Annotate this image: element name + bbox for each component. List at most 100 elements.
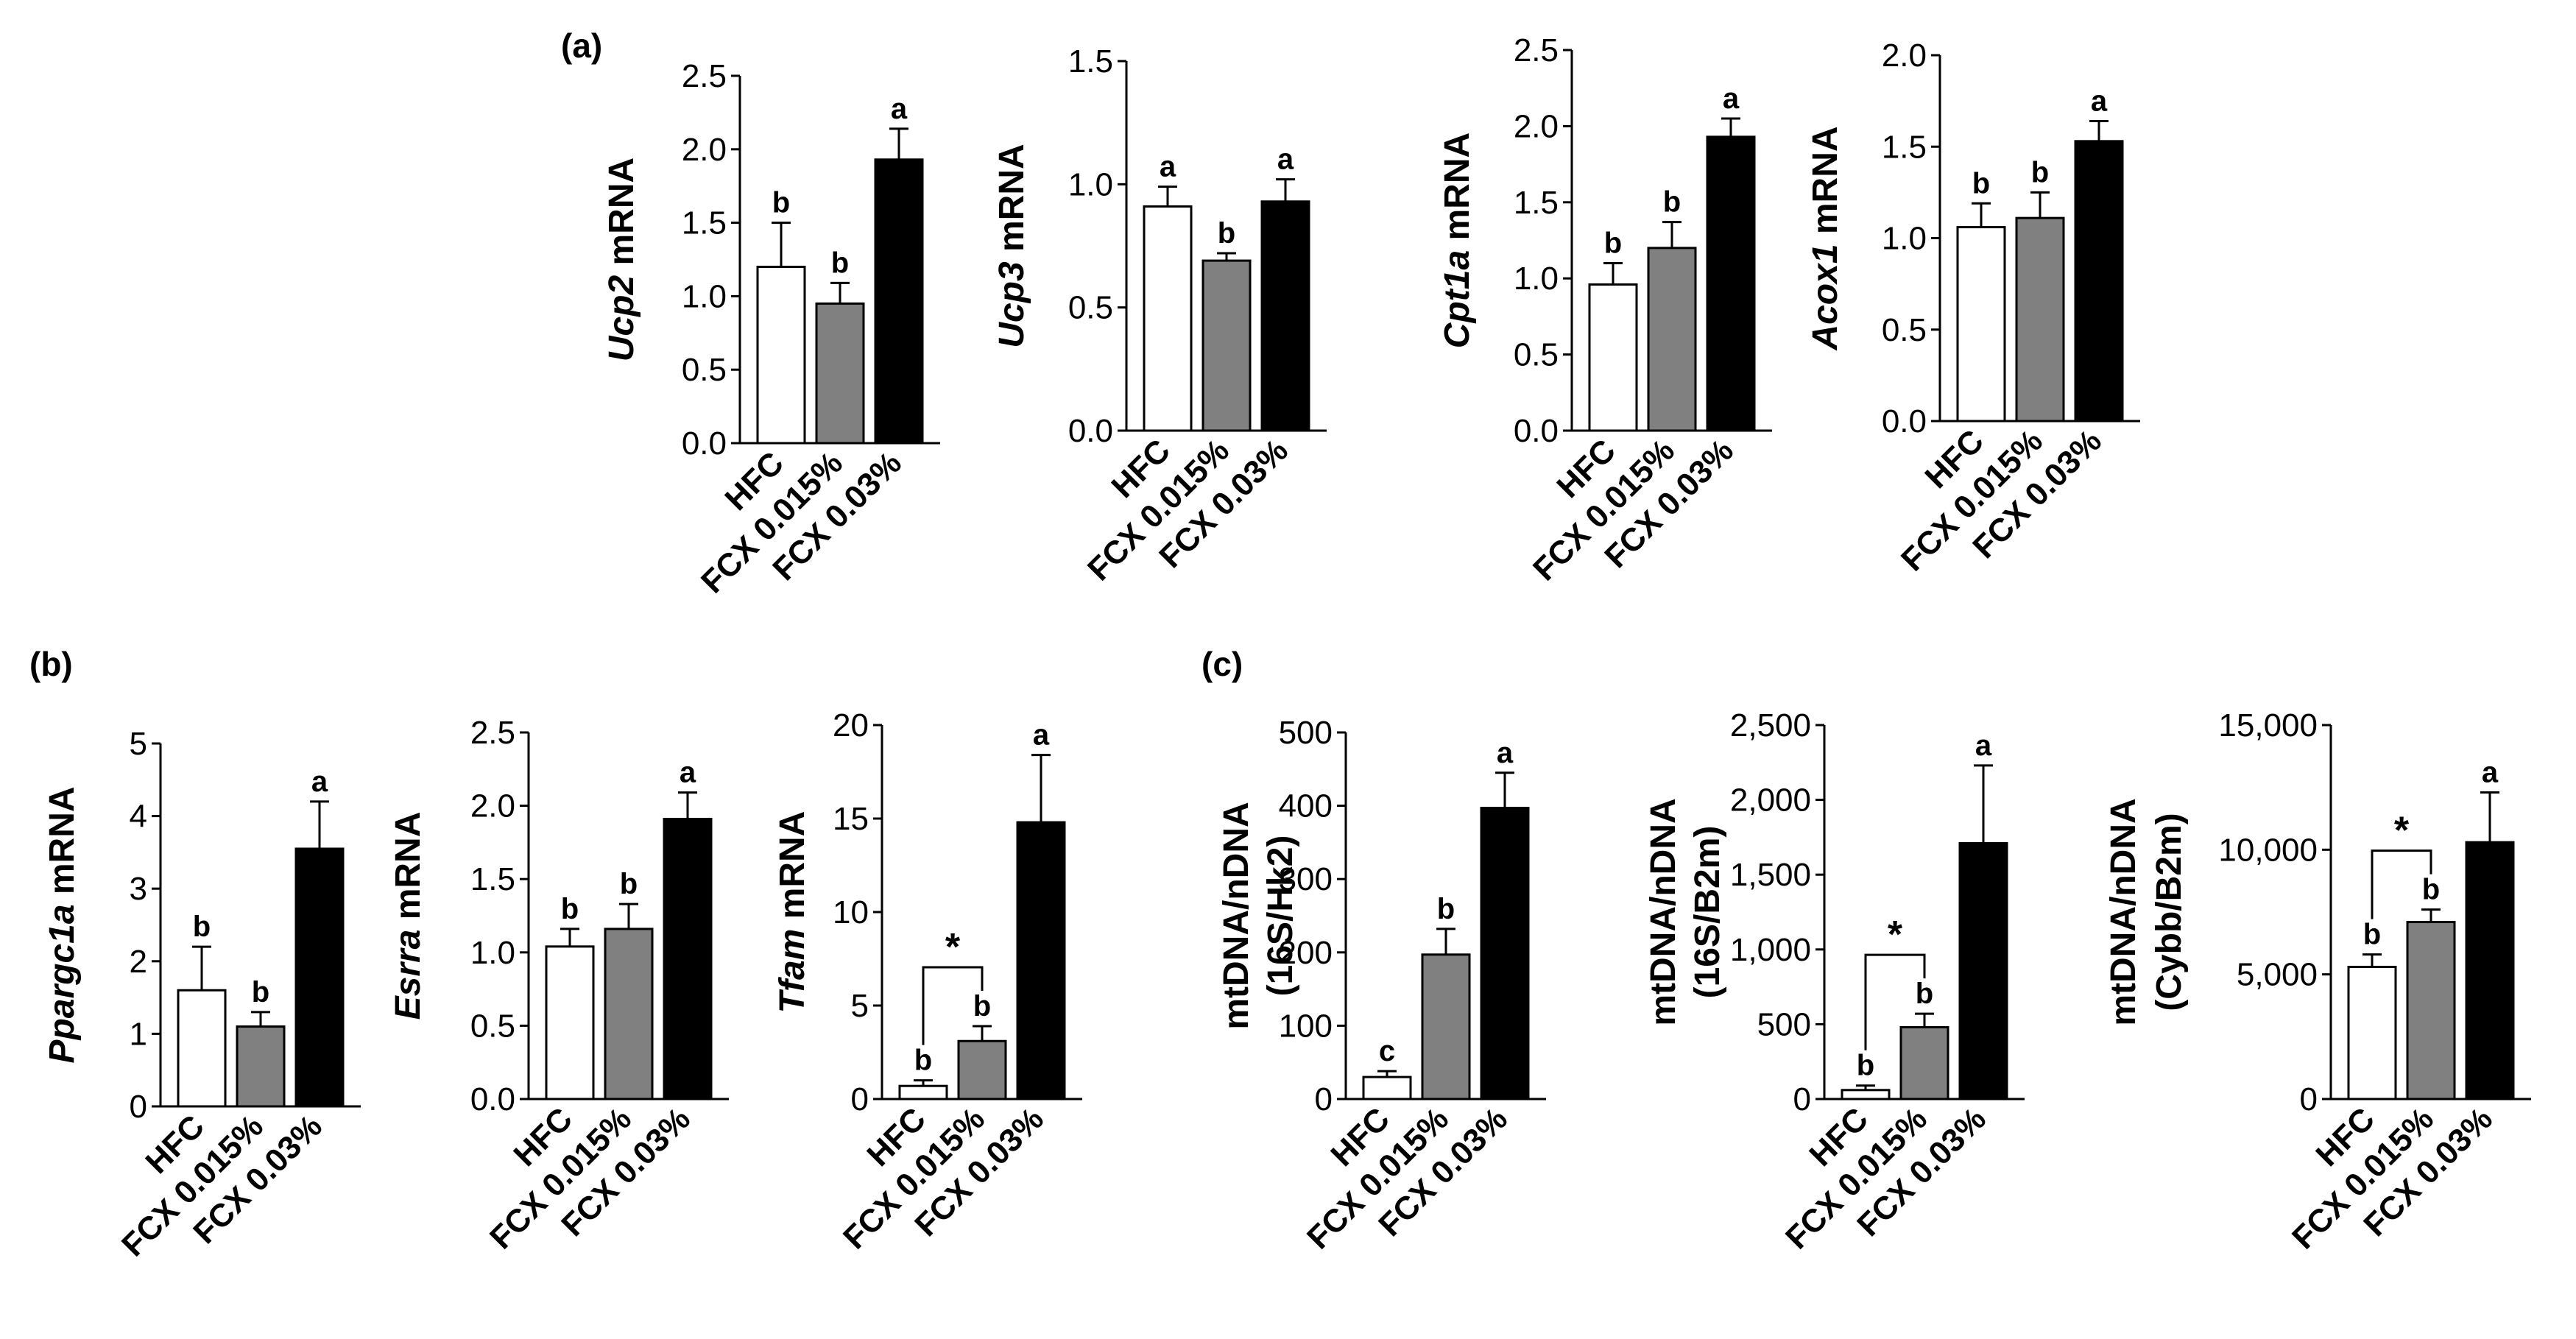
y-tick-label: 1.0 <box>1882 221 1927 257</box>
bar <box>663 818 713 1100</box>
y-tick-label: 10,000 <box>2218 832 2318 868</box>
y-tick-label: 1,000 <box>1730 932 1811 968</box>
y-tick-label: 1.5 <box>1514 185 1559 221</box>
significance-letter: b <box>561 893 579 925</box>
y-axis-label-unit: mRNA <box>1438 133 1477 250</box>
significance-letter: a <box>1160 151 1176 183</box>
y-tick-label: 1.0 <box>1068 166 1113 202</box>
y-tick-label: 0.0 <box>1514 413 1559 449</box>
y-tick-label: 0.0 <box>1882 403 1927 439</box>
y-axis-label-gene: Ucp3 <box>992 261 1031 348</box>
y-tick-label: 15 <box>833 801 869 837</box>
significance-letter: a <box>1723 82 1740 115</box>
panel-label-a: (a) <box>561 27 602 65</box>
panel-label-c: (c) <box>1201 645 1243 683</box>
bar <box>2074 140 2124 423</box>
significance-letter: a <box>1277 144 1294 176</box>
y-tick-label: 0 <box>851 1081 869 1117</box>
significance-letter: b <box>252 976 269 1008</box>
significance-star: * <box>2394 810 2410 852</box>
y-tick-label: 2.0 <box>1882 38 1927 74</box>
y-axis-label-gene: Ppargc1a <box>43 904 82 1063</box>
y-tick-label: 500 <box>1279 715 1333 751</box>
y-tick-label: 100 <box>1279 1008 1333 1044</box>
significance-letter: b <box>1972 167 1990 199</box>
y-tick-label: 5,000 <box>2237 957 2318 993</box>
bar <box>1016 821 1066 1100</box>
significance-letter: b <box>831 247 849 279</box>
chart-mt16s_b2m: 0 500 1,000 1,500 2,000 2,500 mtDNA/nDNA (16S/B… <box>1644 707 2025 1256</box>
significance-letter: c <box>1379 1035 1395 1067</box>
y-axis-label-gene: Esrra <box>389 930 428 1020</box>
significance-letter: b <box>193 911 211 943</box>
y-axis-label-gene: Acox1 <box>1806 244 1845 350</box>
significance-bracket <box>2371 849 2432 919</box>
y-tick-label: 2.5 <box>470 715 515 751</box>
y-tick-label: 1 <box>130 1016 147 1052</box>
y-tick-label: 20 <box>833 707 869 743</box>
y-tick-label: 2 <box>130 944 147 980</box>
significance-letter: b <box>1218 217 1235 250</box>
y-tick-label: 0 <box>2300 1081 2318 1117</box>
significance-letter: b <box>1604 227 1622 260</box>
bar <box>1588 283 1638 432</box>
y-axis-label: (Cybb/B2m) <box>2150 813 2189 1011</box>
bar <box>2465 841 2515 1100</box>
bar <box>1421 953 1471 1100</box>
y-tick-label: 200 <box>1279 935 1333 971</box>
significance-star: * <box>1888 914 1903 956</box>
bar <box>1260 200 1310 432</box>
bar <box>898 1084 948 1100</box>
y-axis-label: (16S/B2m) <box>1688 826 1727 999</box>
bar <box>2406 921 2456 1100</box>
y-axis-label-gene: Ucp2 <box>602 275 641 362</box>
y-tick-label: 0.5 <box>1068 290 1113 326</box>
y-tick-label: 0.5 <box>682 352 727 388</box>
significance-letter: a <box>891 93 908 125</box>
bar <box>1480 807 1530 1100</box>
y-axis-label-unit: mRNA <box>773 811 812 929</box>
y-tick-label: 0.0 <box>1068 413 1113 449</box>
significance-letter: a <box>680 757 696 789</box>
y-axis-label-gene: Tfam <box>773 929 812 1014</box>
y-tick-label: 2.0 <box>470 788 515 824</box>
y-axis-label-unit: mRNA <box>389 812 428 930</box>
bar <box>1143 205 1193 432</box>
y-tick-label: 2,500 <box>1730 707 1811 743</box>
significance-letter: a <box>1975 729 1992 762</box>
y-tick-label: 2,000 <box>1730 782 1811 819</box>
y-axis-label-unit: mRNA <box>43 786 82 904</box>
y-tick-label: 1.0 <box>1514 261 1559 297</box>
y-axis-label: Ucp3 mRNA <box>992 144 1031 347</box>
significance-letter: b <box>772 187 790 219</box>
bar <box>2015 216 2065 423</box>
y-tick-label: 1.5 <box>1882 129 1927 165</box>
bar <box>236 1025 286 1108</box>
y-tick-label: 1.0 <box>470 935 515 971</box>
y-axis-label: Acox1 mRNA <box>1806 126 1845 350</box>
y-tick-label: 0 <box>1793 1081 1811 1117</box>
significance-bracket <box>1864 953 1926 1050</box>
bar <box>1958 842 2008 1100</box>
y-tick-label: 0 <box>130 1089 147 1125</box>
bar <box>1201 259 1252 432</box>
significance-letter: a <box>1033 719 1050 752</box>
panel-label-b: (b) <box>29 645 73 683</box>
bar <box>1362 1075 1412 1100</box>
y-tick-label: 300 <box>1279 861 1333 897</box>
bar <box>957 1039 1007 1100</box>
significance-letter: b <box>1857 1050 1874 1082</box>
y-tick-label: 400 <box>1279 788 1333 824</box>
bar <box>1706 135 1756 432</box>
significance-star: * <box>945 926 961 969</box>
y-axis-label: Ppargc1a mRNA <box>43 786 82 1063</box>
y-axis-label-unit: mRNA <box>992 144 1031 261</box>
significance-letter: b <box>914 1045 932 1077</box>
y-tick-label: 0.0 <box>470 1081 515 1117</box>
